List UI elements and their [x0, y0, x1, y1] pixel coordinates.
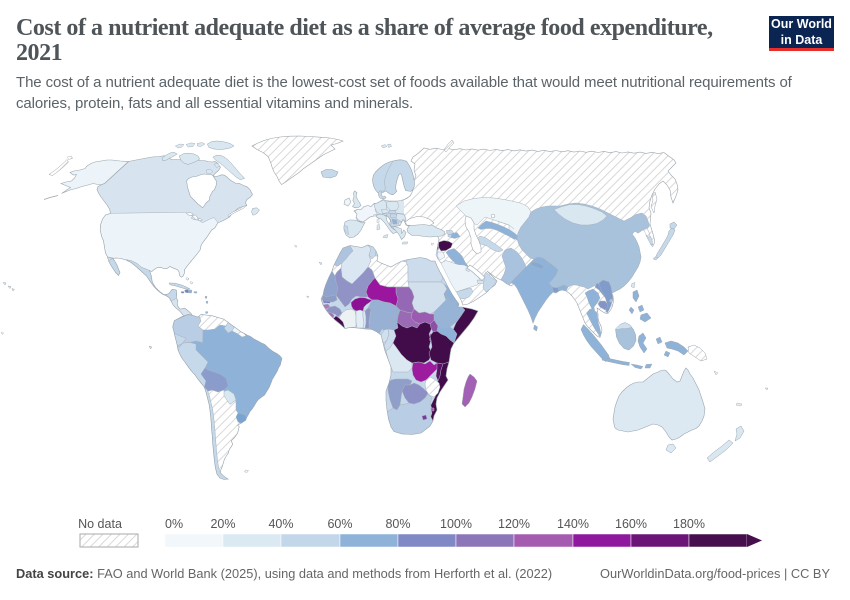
svg-text:140%: 140%: [557, 517, 589, 531]
svg-text:20%: 20%: [210, 517, 235, 531]
svg-text:100%: 100%: [440, 517, 472, 531]
svg-text:No data: No data: [78, 517, 122, 531]
svg-text:120%: 120%: [498, 517, 530, 531]
svg-text:0%: 0%: [165, 517, 183, 531]
svg-text:180%: 180%: [673, 517, 705, 531]
svg-text:40%: 40%: [268, 517, 293, 531]
svg-text:60%: 60%: [327, 517, 352, 531]
svg-text:80%: 80%: [385, 517, 410, 531]
svg-text:160%: 160%: [615, 517, 647, 531]
